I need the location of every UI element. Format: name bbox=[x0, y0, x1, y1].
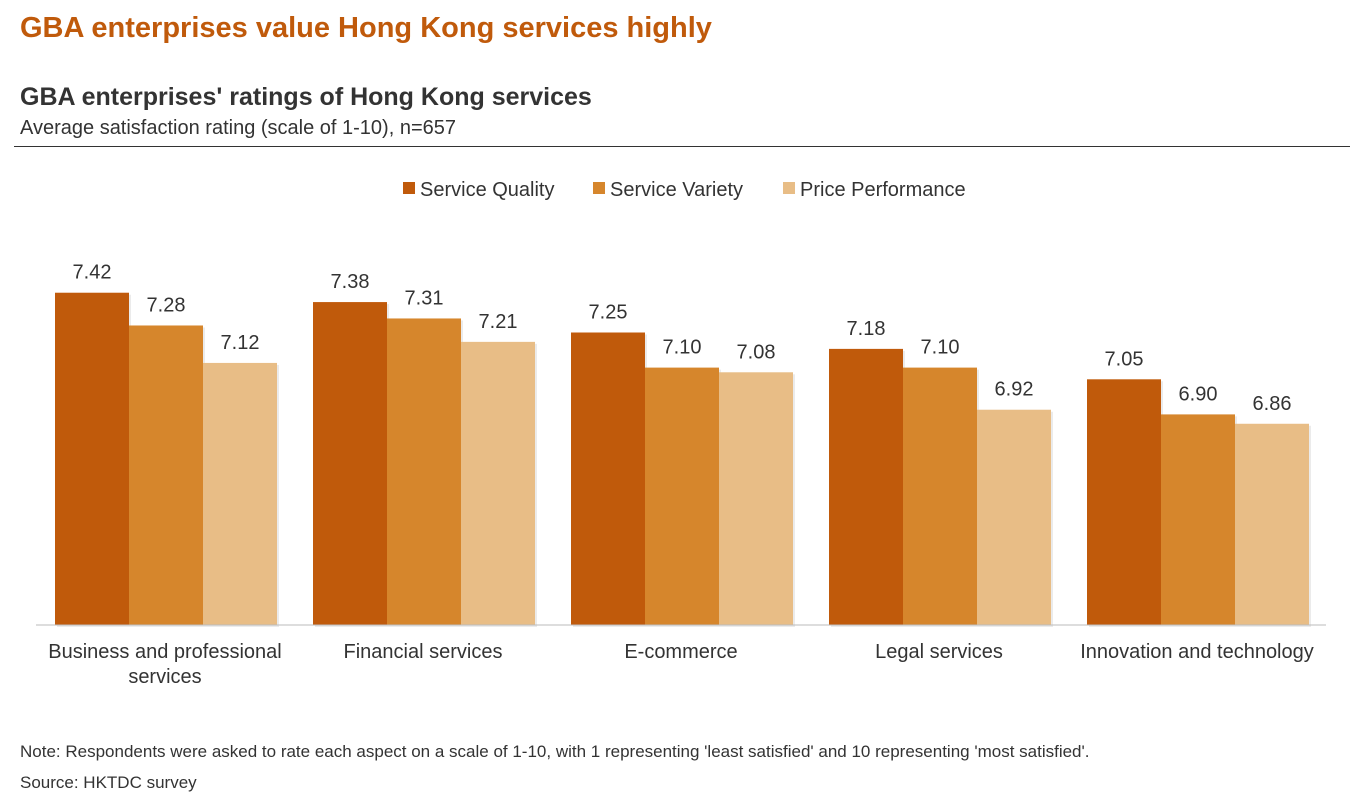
bar bbox=[1235, 423, 1309, 625]
bar bbox=[313, 302, 387, 625]
data-label: 6.92 bbox=[995, 379, 1034, 401]
bar bbox=[1087, 379, 1161, 625]
data-label: 7.08 bbox=[737, 341, 776, 363]
category-label: E-commerce bbox=[624, 641, 737, 663]
data-label: 7.18 bbox=[847, 318, 886, 340]
headline: GBA enterprises value Hong Kong services… bbox=[20, 12, 712, 44]
category-label: Legal services bbox=[875, 641, 1003, 663]
bar bbox=[719, 372, 793, 625]
bar bbox=[1161, 414, 1235, 625]
data-label: 7.42 bbox=[73, 262, 112, 284]
data-label: 6.90 bbox=[1179, 383, 1218, 405]
category-label: Financial services bbox=[344, 641, 503, 663]
bar bbox=[55, 292, 129, 625]
data-label: 7.25 bbox=[589, 302, 628, 324]
data-label: 7.31 bbox=[405, 287, 444, 309]
bar bbox=[645, 367, 719, 625]
footnote: Note: Respondents were asked to rate eac… bbox=[20, 742, 1090, 761]
category-label: Innovation and technology bbox=[1080, 641, 1314, 663]
title-divider bbox=[14, 146, 1350, 147]
chart-title: GBA enterprises' ratings of Hong Kong se… bbox=[20, 83, 592, 111]
category-label: services bbox=[128, 666, 201, 688]
legend-swatch bbox=[783, 182, 795, 194]
bar bbox=[977, 409, 1051, 625]
legend-swatch bbox=[593, 182, 605, 194]
legend-label: Service Variety bbox=[610, 179, 743, 201]
source-note: Source: HKTDC survey bbox=[20, 773, 197, 792]
bar bbox=[203, 362, 277, 625]
data-label: 7.21 bbox=[479, 311, 518, 333]
bar bbox=[461, 341, 535, 625]
bar bbox=[829, 348, 903, 625]
legend-label: Price Performance bbox=[800, 179, 966, 201]
category-label: Business and professional bbox=[48, 641, 281, 663]
data-label: 7.12 bbox=[221, 332, 260, 354]
data-label: 7.10 bbox=[663, 337, 702, 359]
bar bbox=[571, 332, 645, 625]
data-label: 7.38 bbox=[331, 271, 370, 293]
data-label: 7.28 bbox=[147, 294, 186, 316]
chart-subtitle: Average satisfaction rating (scale of 1-… bbox=[20, 117, 456, 139]
legend-label: Service Quality bbox=[420, 179, 555, 201]
bar bbox=[387, 318, 461, 625]
bar bbox=[129, 325, 203, 625]
bar bbox=[903, 367, 977, 625]
data-label: 7.05 bbox=[1105, 348, 1144, 370]
data-label: 7.10 bbox=[921, 337, 960, 359]
legend-swatch bbox=[403, 182, 415, 194]
data-label: 6.86 bbox=[1253, 393, 1292, 415]
